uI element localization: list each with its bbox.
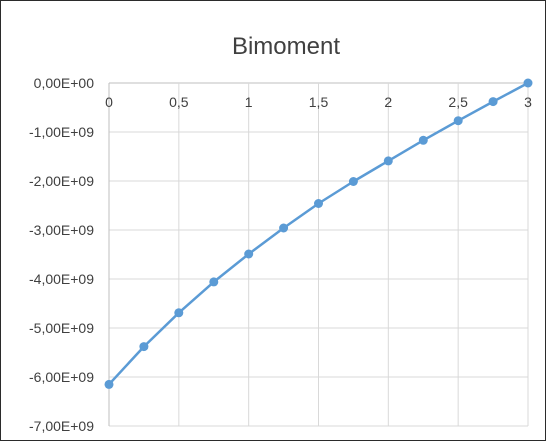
data-point — [209, 277, 219, 287]
y-tick-labels: 0,00E+00 -1,00E+09 -2,00E+09 -3,00E+09 -4,00… — [29, 75, 94, 434]
data-point — [383, 156, 393, 166]
data-point — [488, 97, 498, 107]
x-tick-label: 0 — [105, 94, 113, 110]
y-tick-label: 0,00E+00 — [34, 75, 95, 91]
x-tick-label: 1,5 — [309, 94, 329, 110]
data-point — [523, 78, 533, 88]
data-point — [174, 308, 184, 318]
y-tick-label: -3,00E+09 — [29, 222, 94, 238]
x-tick-label: 3 — [524, 94, 532, 110]
data-point — [139, 342, 149, 352]
data-point — [104, 379, 114, 389]
y-tick-label: -7,00E+09 — [29, 418, 94, 434]
x-tick-label: 1 — [245, 94, 253, 110]
x-gridlines — [108, 83, 529, 426]
x-tick-label: 2 — [384, 94, 392, 110]
data-point — [314, 199, 323, 208]
chart-title: Bimoment — [232, 33, 340, 60]
x-tick-labels: 0 0,5 1 1,5 2 2,5 3 — [105, 94, 532, 110]
y-tick-label: -4,00E+09 — [29, 271, 94, 287]
data-point — [453, 116, 463, 126]
data-point — [348, 177, 358, 186]
y-tick-label: -1,00E+09 — [29, 124, 94, 140]
data-point — [279, 223, 289, 233]
y-tick-label: -2,00E+09 — [29, 173, 94, 189]
data-point — [244, 249, 254, 259]
data-point — [418, 135, 428, 145]
y-tick-label: -6,00E+09 — [29, 369, 94, 385]
series-layer — [104, 78, 533, 389]
x-tick-label: 0,5 — [169, 94, 189, 110]
x-tick-label: 2,5 — [448, 94, 468, 110]
y-tick-label: -5,00E+09 — [29, 320, 94, 336]
